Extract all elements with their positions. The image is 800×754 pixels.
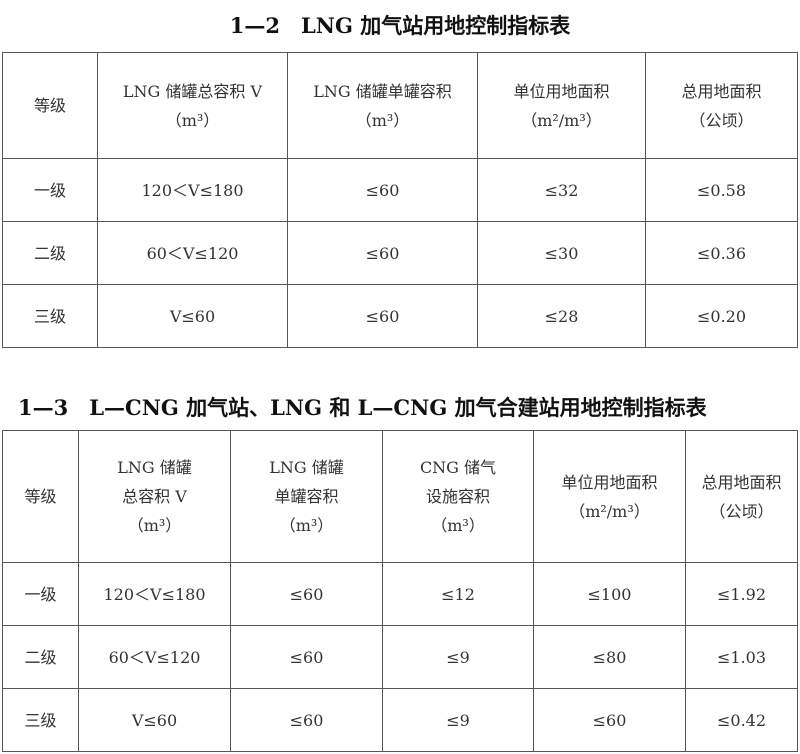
grade-cell: 一级 (2, 158, 98, 222)
table-row: 一级 120＜V≤180 ≤60 ≤32 ≤0.58 (2, 158, 798, 222)
value-cell: ≤0.20 (645, 284, 798, 348)
column-header: 单位用地面积 （m²/m³） (533, 430, 686, 563)
header-line: （m³） (127, 516, 182, 535)
column-header: CNG 储气 设施容积 （m³） (382, 430, 534, 563)
value-cell: 60＜V≤120 (78, 625, 231, 689)
value-cell: ≤1.92 (685, 562, 798, 626)
header-line: 总用地面积 (701, 472, 782, 492)
column-header: LNG 储罐单罐容积 （m³） (287, 52, 478, 159)
column-header: 单位用地面积 （m²/m³） (477, 52, 646, 159)
header-line: 总容积 V (122, 487, 187, 506)
column-header: 总用地面积 （公顷） (685, 430, 798, 563)
header-line: 等级 (24, 487, 57, 506)
table-row: 一级 120＜V≤180 ≤60 ≤12 ≤100 ≤1.92 (2, 562, 798, 626)
value-cell: ≤60 (230, 625, 383, 689)
header-row: 等级 LNG 储罐 总容积 V （m³） LNG 储罐 单罐容积 （m³） CNG 储气 设施容… (2, 430, 798, 563)
value-cell: ≤60 (287, 284, 478, 348)
value-cell: ≤9 (382, 688, 534, 752)
land-use-table-l-cng: 等级 LNG 储罐 总容积 V （m³） LNG 储罐 单罐容积 （m³） CNG 储气 设施容… (2, 430, 798, 752)
table-row: 二级 60＜V≤120 ≤60 ≤30 ≤0.36 (2, 221, 798, 285)
header-line: （m²/m³） (569, 501, 650, 521)
value-cell: ≤80 (533, 625, 686, 689)
value-cell: ≤60 (287, 158, 478, 222)
header-line: （m³） (431, 516, 485, 535)
header-line: 总用地面积 (681, 81, 762, 101)
column-header: 等级 (2, 52, 98, 159)
table-row: 三级 V≤60 ≤60 ≤9 ≤60 ≤0.42 (2, 688, 798, 752)
table2-title: 1—3 L—CNG 加气站、LNG 和 L—CNG 加气合建站用地控制指标表 (18, 395, 707, 420)
value-cell: 120＜V≤180 (78, 562, 231, 626)
value-cell: ≤30 (477, 221, 646, 285)
header-line: （公顷） (709, 501, 774, 521)
table-row: 三级 V≤60 ≤60 ≤28 ≤0.20 (2, 284, 798, 348)
header-line: 设施容积 (425, 487, 490, 506)
header-line: 单位用地面积 (561, 472, 658, 492)
header-line: 单罐容积 (274, 487, 339, 506)
grade-cell: 三级 (2, 284, 98, 348)
grade-cell: 三级 (2, 688, 79, 752)
header-line: LNG 储罐单罐容积 (313, 81, 452, 101)
header-line: （m²/m³） (521, 110, 602, 130)
column-header: 总用地面积 （公顷） (645, 52, 798, 159)
column-header: LNG 储罐单罐容积 （m³） (230, 430, 383, 563)
value-cell: ≤12 (382, 562, 534, 626)
value-cell: ≤60 (287, 221, 478, 285)
land-use-table-lng: 等级 LNG 储罐总容积 V （m³） LNG 储罐单罐容积 （m³） 单位用地面积 （m²… (2, 52, 798, 348)
value-cell: ≤100 (533, 562, 686, 626)
header-line: （m³） (355, 110, 410, 130)
grade-cell: 一级 (2, 562, 79, 626)
column-header: 等级 (2, 430, 79, 563)
header-line: 等级 (33, 96, 66, 115)
value-cell: V≤60 (97, 284, 288, 348)
header-line: （m³） (165, 110, 220, 130)
value-cell: ≤0.36 (645, 221, 798, 285)
header-line: （公顷） (689, 110, 754, 130)
header-line: LNG 储罐总容积 V (122, 81, 263, 101)
column-header: LNG 储罐总容积 V （m³） (97, 52, 288, 159)
table1-title: 1—2 LNG 加气站用地控制指标表 (229, 13, 571, 38)
value-cell: ≤60 (230, 688, 383, 752)
value-cell: ≤28 (477, 284, 646, 348)
table-row: 二级 60＜V≤120 ≤60 ≤9 ≤80 ≤1.03 (2, 625, 798, 689)
header-line: 单位用地面积 (513, 81, 610, 101)
value-cell: ≤9 (382, 625, 534, 689)
value-cell: ≤1.03 (685, 625, 798, 689)
column-header: LNG 储罐总容积 V （m³） (78, 430, 231, 563)
grade-cell: 二级 (2, 221, 98, 285)
value-cell: ≤0.42 (685, 688, 798, 752)
value-cell: ≤60 (533, 688, 686, 752)
header-line: CNG 储气 (419, 458, 497, 477)
value-cell: ≤32 (477, 158, 646, 222)
header-line: （m³） (279, 516, 334, 535)
header-row: 等级 LNG 储罐总容积 V （m³） LNG 储罐单罐容积 （m³） 单位用地面积 （m²… (2, 52, 798, 159)
value-cell: 120＜V≤180 (97, 158, 288, 222)
grade-cell: 二级 (2, 625, 79, 689)
header-line: LNG 储罐 (269, 458, 344, 477)
value-cell: 60＜V≤120 (97, 221, 288, 285)
value-cell: V≤60 (78, 688, 231, 752)
value-cell: ≤0.58 (645, 158, 798, 222)
header-line: LNG 储罐 (117, 458, 192, 477)
value-cell: ≤60 (230, 562, 383, 626)
